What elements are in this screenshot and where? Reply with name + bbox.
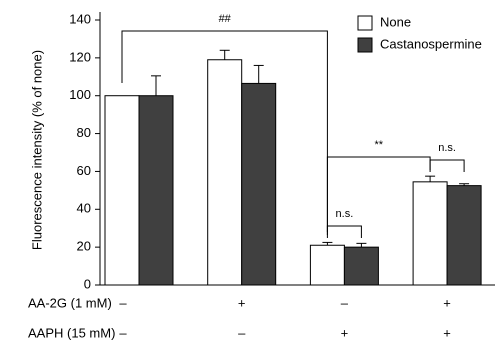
row-value: – [119,325,127,340]
y-tick-label: 120 [69,49,91,64]
row-label: AA-2G (1 mM) [28,295,112,310]
significance-label: n.s. [438,142,456,154]
bar [343,246,379,286]
bar [412,181,448,286]
bar [207,59,243,286]
row-label: AAPH (15 mM) [28,325,115,340]
bar [138,95,174,286]
y-tick-label: 40 [77,201,91,216]
row-value: – [238,325,246,340]
y-tick-label: 80 [77,125,91,140]
bar [309,244,345,286]
bar [446,185,482,286]
bar [241,82,277,286]
y-tick-label: 20 [77,239,91,254]
row-value: + [443,295,451,310]
y-tick-label: 100 [69,87,91,102]
significance-label: ** [374,139,383,151]
significance-bracket [121,30,328,235]
row-value: + [341,325,349,340]
significance-label: n.s. [336,208,354,220]
significance-label: ## [219,13,232,25]
bar [104,95,140,286]
legend-swatch [357,37,373,53]
row-value: + [443,325,451,340]
row-value: + [238,295,246,310]
significance-bracket [429,159,465,172]
y-tick-label: 60 [77,163,91,178]
legend-swatch [357,15,373,31]
row-value: – [341,295,349,310]
y-tick-label: 140 [69,11,91,26]
significance-bracket [326,225,362,238]
y-tick-label: 0 [84,276,91,291]
legend-label: None [380,14,411,29]
y-axis-label: Fluorescence intensity (% of none) [29,50,44,250]
row-value: – [119,295,127,310]
legend-label: Castanospermine [380,36,482,51]
